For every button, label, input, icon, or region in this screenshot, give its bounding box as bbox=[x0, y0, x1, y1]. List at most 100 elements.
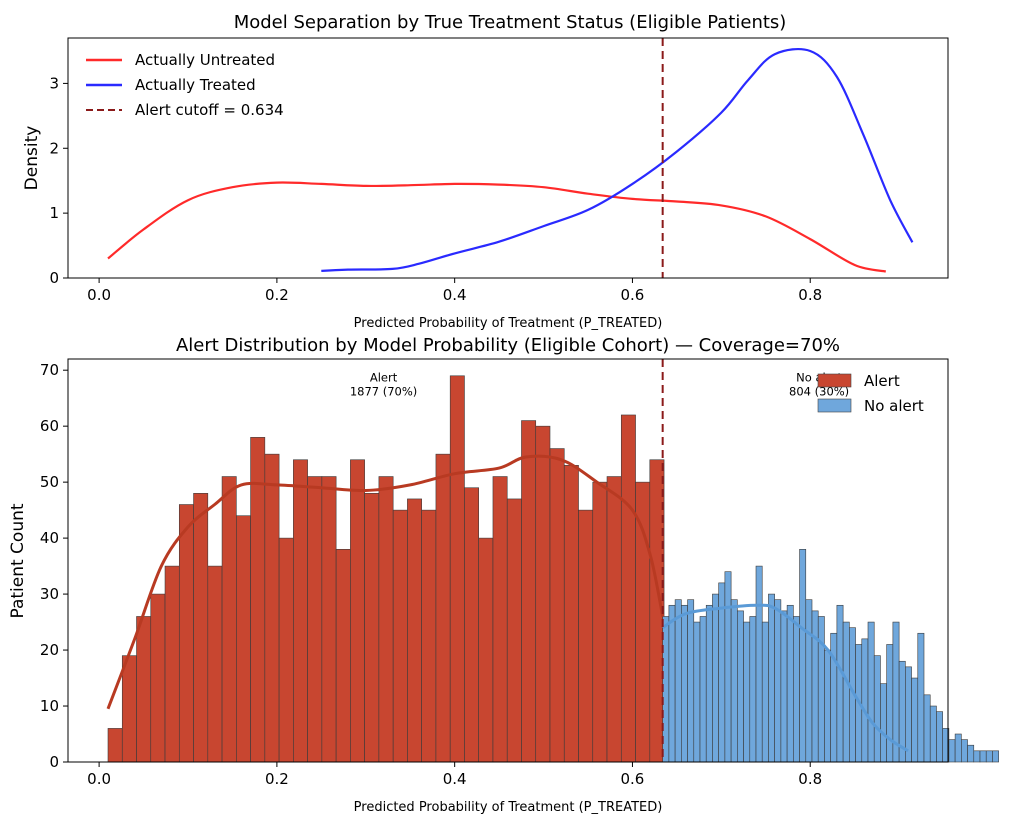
no-alert-bar bbox=[967, 744, 975, 763]
no-alert-bar bbox=[699, 616, 707, 763]
no-alert-bar bbox=[817, 616, 825, 763]
no-alert-bar bbox=[761, 621, 769, 763]
histogram-annotation: 804 (30%) bbox=[789, 384, 849, 398]
no-alert-bar bbox=[743, 621, 751, 763]
no-alert-bar bbox=[985, 750, 993, 763]
no-alert-bar bbox=[917, 632, 925, 763]
density-legend: Actually Untreated Actually Treated Aler… bbox=[86, 51, 284, 119]
alert-bar bbox=[107, 728, 123, 763]
no-alert-bar bbox=[687, 599, 695, 763]
density-xtick-label: 0.8 bbox=[798, 286, 822, 304]
density-xtick-label: 0.6 bbox=[621, 286, 645, 304]
no-alert-bar bbox=[911, 677, 919, 763]
no-alert-bar bbox=[793, 616, 800, 763]
no-alert-bar bbox=[905, 666, 912, 763]
no-alert-bar bbox=[961, 739, 968, 763]
no-alert-bar bbox=[668, 604, 676, 763]
histogram-chart-frame bbox=[67, 358, 949, 763]
no-alert-bar bbox=[867, 621, 875, 763]
no-alert-bar bbox=[724, 571, 732, 763]
legend-label-untreated: Actually Untreated bbox=[135, 51, 275, 69]
no-alert-bar bbox=[730, 599, 738, 763]
histogram-chart-ticks: 0.0 0.2 0.4 0.6 0.8 0 10 20 30 40 50 60 70 bbox=[40, 361, 822, 788]
histogram-xtick-label: 0.2 bbox=[265, 770, 289, 788]
no-alert-bar bbox=[923, 694, 931, 763]
density-chart-ylabel: Density bbox=[22, 126, 42, 191]
histogram-ytick-label: 0 bbox=[49, 753, 59, 771]
alert-bar bbox=[535, 425, 551, 763]
alert-bar bbox=[150, 593, 166, 763]
histogram-ytick-label: 30 bbox=[40, 585, 59, 603]
alert-bar bbox=[563, 465, 579, 763]
histogram-chart-title: Alert Distribution by Model Probability … bbox=[176, 335, 840, 356]
alert-bar bbox=[464, 487, 480, 763]
alert-bar bbox=[278, 537, 294, 763]
no-alert-bar bbox=[842, 621, 850, 763]
alert-bar bbox=[549, 448, 565, 763]
no-alert-bar bbox=[992, 750, 999, 763]
no-alert-bar bbox=[936, 711, 943, 763]
legend-label-treated: Actually Treated bbox=[135, 76, 256, 94]
no-alert-bar bbox=[873, 655, 881, 763]
no-alert-bar bbox=[799, 549, 807, 763]
density-chart-xlabel: Predicted Probability of Treatment (P_TR… bbox=[354, 316, 663, 331]
alert-bar bbox=[164, 565, 180, 763]
alert-bar bbox=[221, 476, 237, 763]
alert-bar bbox=[307, 476, 323, 763]
alert-bar bbox=[264, 453, 280, 763]
alert-bar bbox=[606, 476, 622, 763]
no-alert-bar bbox=[811, 610, 819, 763]
density-ytick-label: 3 bbox=[49, 74, 59, 92]
legend-swatch-alert bbox=[817, 373, 852, 388]
histogram-annotation: Alert bbox=[370, 370, 398, 384]
density-chart: Model Separation by True Treatment Statu… bbox=[22, 12, 949, 331]
no-alert-bar bbox=[805, 599, 813, 763]
density-chart-series bbox=[107, 47, 914, 273]
alert-bar bbox=[635, 481, 651, 763]
alert-bar bbox=[236, 515, 251, 763]
histogram-ytick-label: 10 bbox=[40, 697, 59, 715]
alert-bar bbox=[178, 504, 194, 763]
density-xtick-label: 0.0 bbox=[87, 286, 111, 304]
alert-bar bbox=[392, 509, 408, 763]
alert-bar bbox=[492, 476, 508, 763]
alert-kde-line bbox=[106, 454, 665, 710]
histogram-chart: Alert Distribution by Model Probability … bbox=[8, 335, 999, 815]
legend-label-no-alert: No alert bbox=[864, 397, 924, 415]
density-chart-ticks: 0.0 0.2 0.4 0.6 0.8 0 1 2 3 bbox=[49, 74, 822, 304]
alert-bar bbox=[193, 493, 209, 763]
histogram-ytick-label: 40 bbox=[40, 529, 59, 547]
density-ytick-label: 0 bbox=[49, 269, 59, 287]
density-xtick-label: 0.4 bbox=[443, 286, 467, 304]
legend-swatch-no-alert bbox=[817, 398, 852, 413]
histogram-chart-ylabel: Patient Count bbox=[8, 503, 28, 618]
legend-label-cutoff: Alert cutoff = 0.634 bbox=[135, 101, 284, 119]
alert-bar bbox=[578, 509, 594, 763]
no-alert-bar bbox=[674, 599, 682, 763]
histogram-ytick-label: 70 bbox=[40, 361, 59, 379]
histogram-bars bbox=[107, 375, 999, 763]
no-alert-bar bbox=[768, 593, 775, 763]
histogram-xtick-label: 0.6 bbox=[621, 770, 645, 788]
alert-bar bbox=[136, 616, 152, 763]
legend-label-alert: Alert bbox=[864, 372, 900, 390]
histogram-xtick-label: 0.8 bbox=[798, 770, 822, 788]
alert-bar bbox=[521, 420, 537, 763]
alert-bar bbox=[250, 437, 266, 763]
no-alert-bar bbox=[755, 565, 763, 763]
no-alert-bar bbox=[780, 610, 788, 763]
alert-bar bbox=[350, 459, 365, 763]
alert-bar bbox=[378, 476, 394, 763]
no-alert-kde-line bbox=[661, 603, 909, 753]
alert-bar bbox=[293, 459, 308, 763]
no-alert-bar bbox=[737, 610, 744, 763]
histogram-kde-lines bbox=[106, 454, 909, 753]
alert-bar bbox=[592, 481, 608, 763]
no-alert-bar bbox=[836, 604, 844, 763]
alert-bar bbox=[207, 565, 223, 763]
histogram-legend: Alert No alert bbox=[817, 372, 924, 415]
alert-bar bbox=[364, 493, 380, 763]
alert-bar bbox=[121, 655, 137, 763]
no-alert-bar bbox=[861, 638, 869, 763]
